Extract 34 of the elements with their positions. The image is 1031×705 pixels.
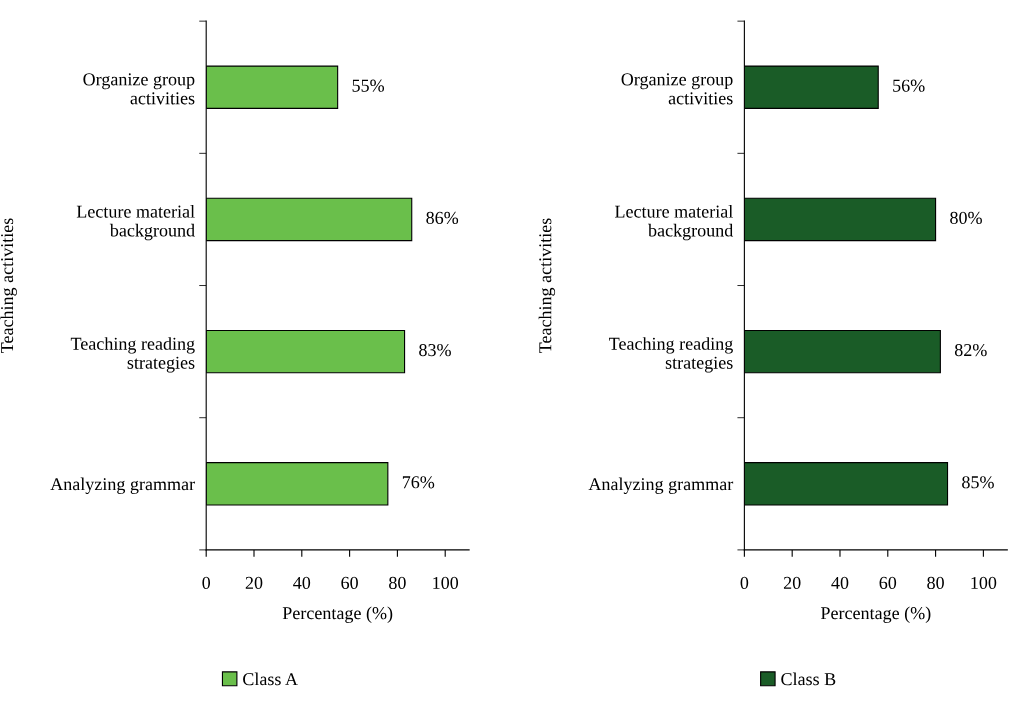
y-tick-label: Teaching reading strategies [609, 337, 733, 373]
y-tick-label: Organize group activities [621, 73, 733, 105]
x-tick-label: 0 [740, 576, 749, 589]
y-tick-label: Lecture material background [76, 204, 195, 241]
data-label: 86% [426, 211, 459, 225]
x-tick-label: 40 [831, 576, 849, 589]
x-axis-title: Percentage (%) [820, 606, 931, 623]
x-tick-label: 100 [433, 576, 459, 589]
x-tick-label: 0 [202, 576, 211, 589]
x-tick-label: 100 [971, 576, 997, 589]
y-axis-title: Teaching activities [0, 218, 17, 353]
data-label: 85% [962, 476, 994, 489]
x-tick-label: 60 [879, 576, 897, 589]
x-tick-label: 20 [245, 576, 263, 589]
data-label: 80% [950, 211, 982, 225]
y-tick-label: Organize group activities [83, 73, 195, 105]
data-label: 76% [402, 476, 435, 489]
x-tick-label: 40 [293, 576, 311, 589]
x-tick-label: 80 [927, 576, 944, 589]
data-label: 82% [954, 343, 987, 357]
y-axis-title: Teaching activities [538, 218, 556, 353]
data-label: 56% [893, 79, 925, 92]
data-label: 55% [352, 79, 385, 92]
legend-label: Class A [243, 672, 298, 686]
y-tick-label: Analyzing grammar [50, 477, 195, 494]
y-tick-label: Teaching reading strategies [70, 337, 195, 373]
x-tick-label: 80 [389, 576, 406, 589]
data-label: 83% [419, 343, 451, 357]
legend-label: Class B [781, 672, 836, 686]
y-tick-label: Analyzing grammar [588, 477, 734, 494]
x-axis-title: Percentage (%) [282, 606, 393, 623]
x-tick-label: 20 [783, 576, 801, 589]
y-tick-label: Lecture material background [615, 204, 734, 241]
x-tick-label: 60 [341, 576, 358, 589]
